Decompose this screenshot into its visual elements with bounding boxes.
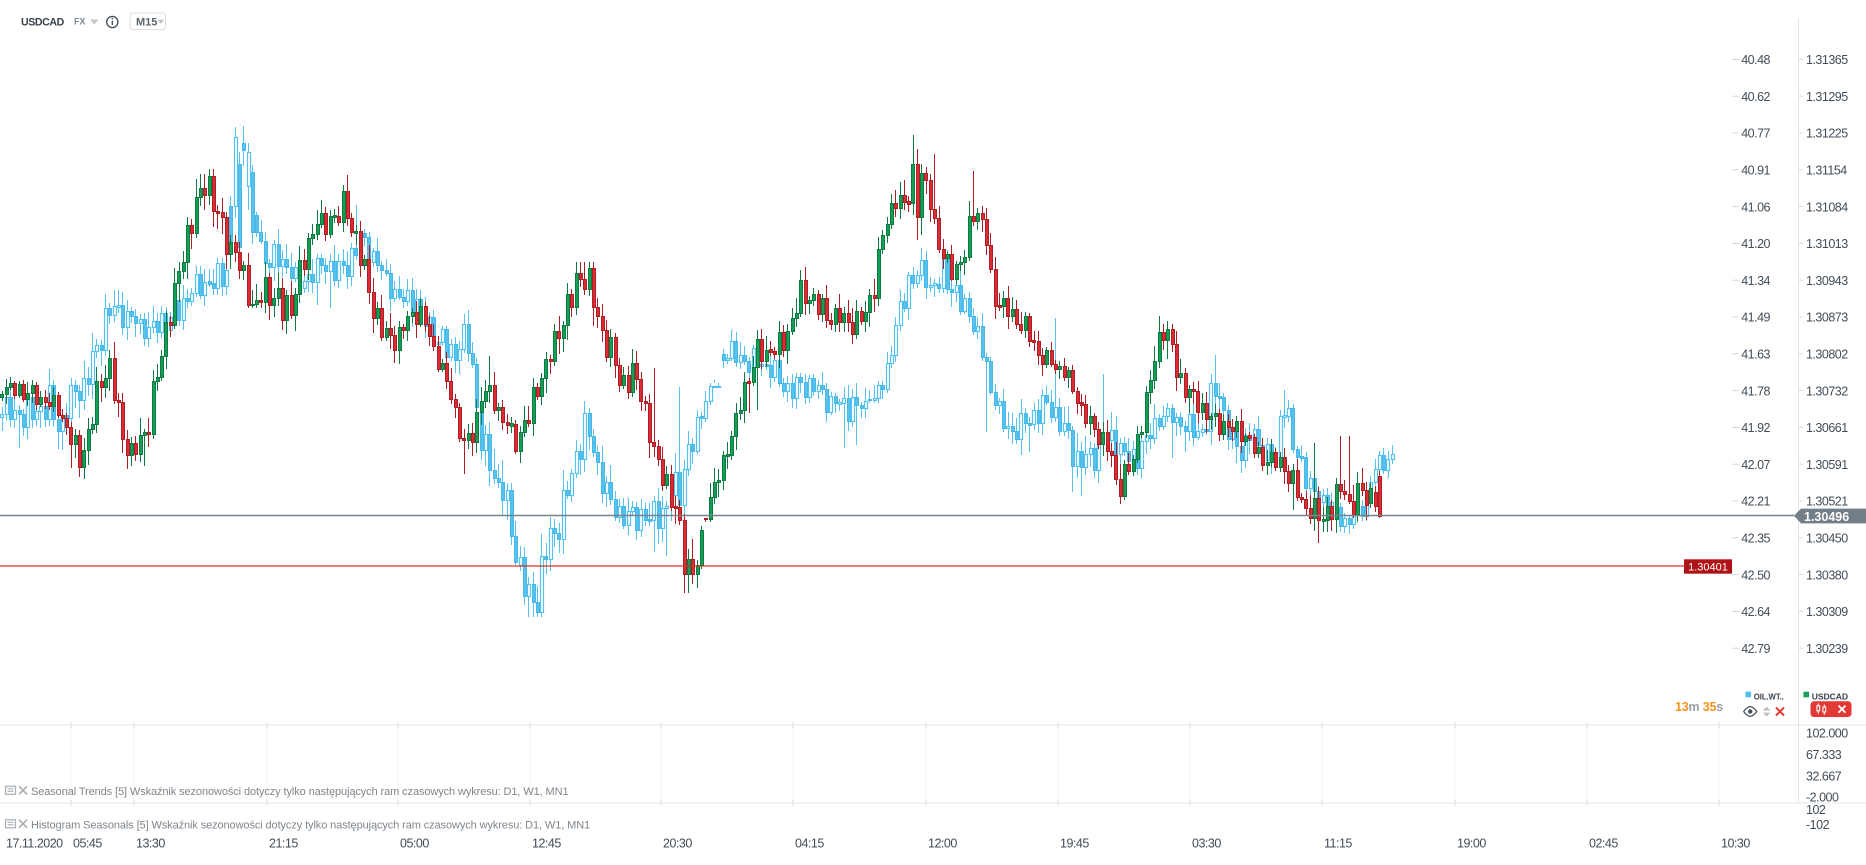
svg-text:1.31365: 1.31365: [1806, 53, 1848, 67]
svg-text:1.30521: 1.30521: [1806, 495, 1848, 509]
svg-text:1.30591: 1.30591: [1806, 458, 1848, 472]
svg-text:1.30496: 1.30496: [1804, 510, 1849, 524]
svg-text:OIL.WT..: OIL.WT..: [1754, 692, 1784, 701]
svg-text:21:15: 21:15: [269, 837, 298, 851]
svg-text:1.30401: 1.30401: [1688, 561, 1728, 573]
svg-text:40.48: 40.48: [1741, 53, 1770, 67]
svg-text:05:45: 05:45: [73, 837, 102, 851]
svg-text:1.31225: 1.31225: [1806, 127, 1848, 141]
svg-text:USDCAD: USDCAD: [1812, 691, 1848, 701]
svg-text:1.31154: 1.31154: [1806, 164, 1847, 178]
svg-text:19:45: 19:45: [1060, 837, 1089, 851]
svg-text:1.30802: 1.30802: [1806, 348, 1848, 362]
svg-text:42.35: 42.35: [1741, 532, 1770, 546]
svg-text:USDCAD: USDCAD: [21, 17, 65, 29]
svg-text:Histogram Seasonals [5] Wskaźn: Histogram Seasonals [5] Wskaźnik sezonow…: [31, 819, 590, 831]
svg-text:17.11.2020: 17.11.2020: [6, 837, 63, 851]
svg-text:42.50: 42.50: [1741, 568, 1770, 582]
svg-text:41.20: 41.20: [1741, 237, 1770, 251]
svg-text:42.79: 42.79: [1741, 642, 1770, 656]
svg-text:41.34: 41.34: [1741, 274, 1770, 288]
svg-text:42.07: 42.07: [1741, 458, 1770, 472]
svg-text:-102: -102: [1806, 818, 1830, 832]
svg-text:41.63: 41.63: [1741, 348, 1770, 362]
svg-text:04:15: 04:15: [795, 837, 824, 851]
svg-text:13:30: 13:30: [136, 837, 165, 851]
svg-text:40.91: 40.91: [1741, 164, 1770, 178]
svg-text:32.667: 32.667: [1806, 769, 1842, 783]
svg-text:19:00: 19:00: [1457, 837, 1486, 851]
svg-text:10:30: 10:30: [1721, 837, 1750, 851]
svg-text:1.30943: 1.30943: [1806, 274, 1848, 288]
svg-text:1.30732: 1.30732: [1806, 384, 1848, 398]
svg-text:40.62: 40.62: [1741, 90, 1770, 104]
svg-text:1.30380: 1.30380: [1806, 568, 1848, 582]
svg-text:41.78: 41.78: [1741, 384, 1770, 398]
svg-text:1.30239: 1.30239: [1806, 642, 1848, 656]
svg-text:1.30661: 1.30661: [1806, 421, 1848, 435]
svg-text:41.06: 41.06: [1741, 200, 1770, 214]
svg-text:1.30450: 1.30450: [1806, 532, 1848, 546]
svg-text:102: 102: [1806, 803, 1826, 817]
svg-text:1.30873: 1.30873: [1806, 311, 1848, 325]
svg-text:Seasonal Trends [5] Wskaźnik s: Seasonal Trends [5] Wskaźnik sezonowości…: [31, 786, 568, 798]
svg-text:11:15: 11:15: [1324, 837, 1352, 851]
svg-text:FX: FX: [74, 17, 86, 27]
svg-text:-2.000: -2.000: [1806, 791, 1839, 805]
svg-text:67.333: 67.333: [1806, 748, 1842, 762]
svg-text:M15: M15: [136, 17, 157, 29]
svg-text:1.31013: 1.31013: [1806, 237, 1848, 251]
svg-text:42.64: 42.64: [1741, 605, 1770, 619]
svg-text:03:30: 03:30: [1192, 837, 1221, 851]
svg-text:13m 35s: 13m 35s: [1675, 700, 1723, 714]
svg-text:41.92: 41.92: [1741, 421, 1770, 435]
svg-text:40.77: 40.77: [1741, 127, 1770, 141]
svg-text:1.30309: 1.30309: [1806, 605, 1848, 619]
svg-text:12:00: 12:00: [928, 837, 957, 851]
svg-text:1.31295: 1.31295: [1806, 90, 1848, 104]
svg-text:41.49: 41.49: [1741, 311, 1770, 325]
svg-text:1.31084: 1.31084: [1806, 200, 1848, 214]
svg-text:42.21: 42.21: [1741, 495, 1770, 509]
svg-text:20:30: 20:30: [663, 837, 692, 851]
svg-text:05:00: 05:00: [400, 837, 429, 851]
svg-text:102.000: 102.000: [1806, 727, 1848, 741]
svg-text:02:45: 02:45: [1589, 837, 1618, 851]
svg-text:12:45: 12:45: [532, 837, 561, 851]
